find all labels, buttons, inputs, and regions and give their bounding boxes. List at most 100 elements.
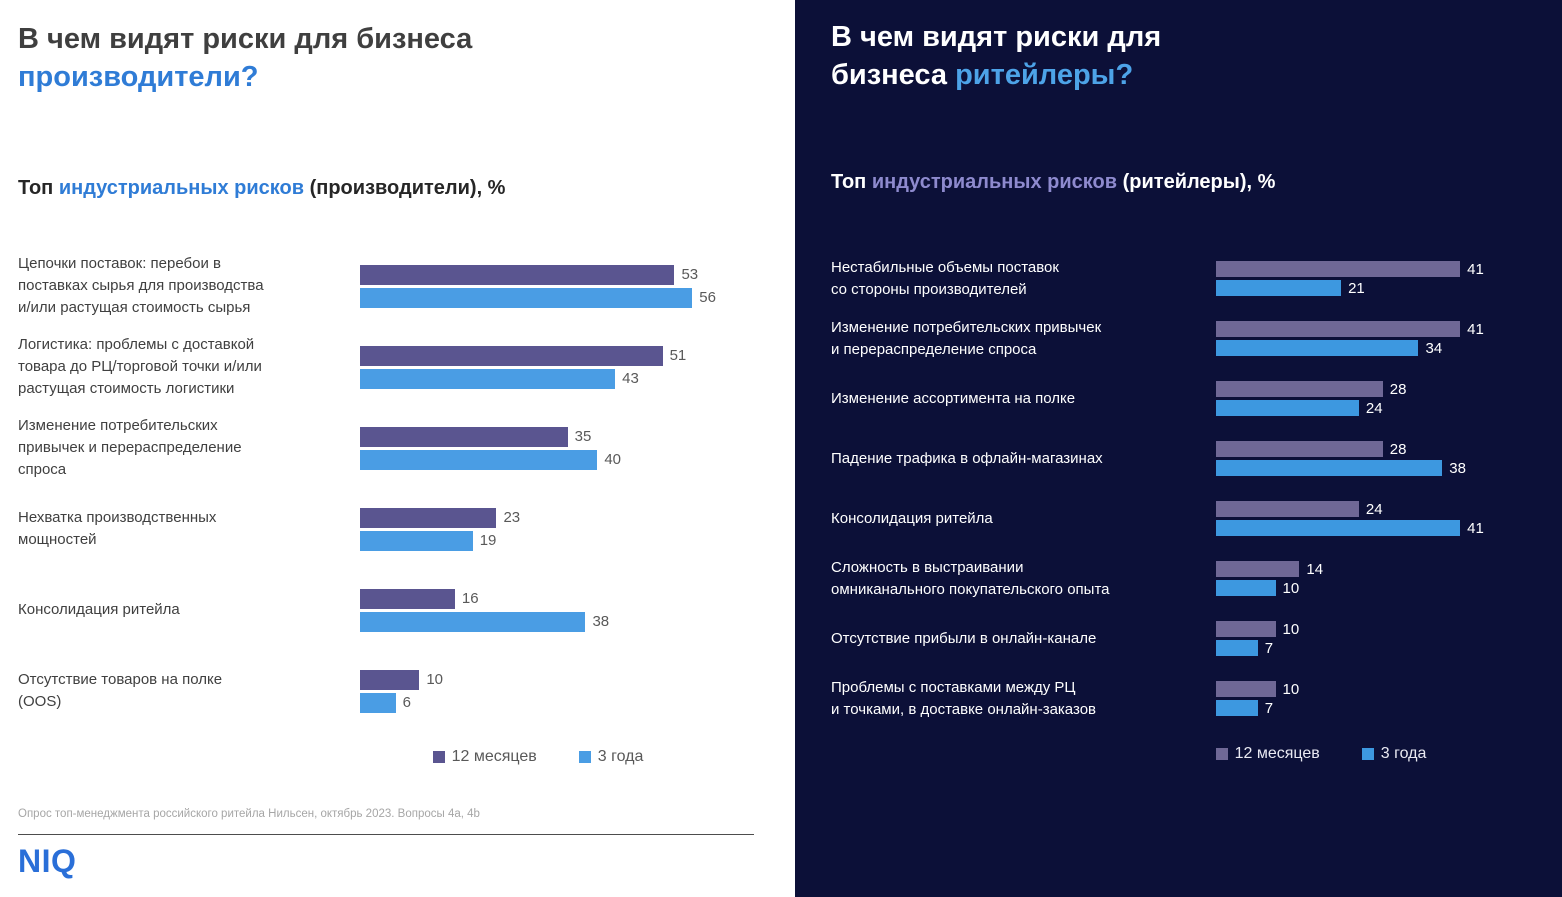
source-footnote: Опрос топ-менеджмента российского ритейл… bbox=[18, 807, 480, 820]
category-label: Отсутствие прибыли в онлайн-канале bbox=[831, 629, 1097, 647]
chart-row: Падение трафика в офлайн-магазинах 28 38 bbox=[831, 429, 1534, 489]
bar-line: 6 bbox=[360, 692, 716, 713]
bar-line: 51 bbox=[360, 345, 716, 366]
bar-group: 23 19 bbox=[360, 507, 716, 551]
bar-line: 24 bbox=[1216, 500, 1484, 518]
bar-group: 28 24 bbox=[1216, 380, 1484, 417]
bar-value-label: 43 bbox=[622, 370, 639, 388]
chart-row: Отсутствие прибыли в онлайн-канале 10 7 bbox=[831, 609, 1534, 669]
bar-value-label: 7 bbox=[1264, 639, 1274, 657]
bar bbox=[1216, 700, 1258, 717]
chart-row: Нестабильные объемы поставок со стороны … bbox=[831, 249, 1534, 309]
bar-value-label: 10 bbox=[1282, 620, 1300, 638]
bar-line: 28 bbox=[1216, 380, 1484, 398]
bar-value-label: 41 bbox=[1467, 519, 1484, 537]
bar-value-label: 38 bbox=[1449, 459, 1466, 477]
bar-group: 41 34 bbox=[1216, 320, 1484, 357]
bar bbox=[1216, 321, 1461, 338]
bar-line: 10 bbox=[360, 669, 716, 690]
category-label: Сложность в выстраивании омниканального … bbox=[831, 558, 1110, 598]
bar-line: 10 bbox=[1216, 579, 1484, 597]
bar-line: 7 bbox=[1216, 699, 1484, 717]
title-accent: производители? bbox=[18, 61, 259, 94]
bar bbox=[360, 287, 693, 308]
bar-line: 28 bbox=[1216, 440, 1484, 458]
bar-value-label: 7 bbox=[1264, 699, 1274, 717]
chart-row: Отсутствие товаров на полке (OOS) 10 6 bbox=[18, 651, 775, 732]
bar-value-label: 24 bbox=[1365, 500, 1383, 518]
bar bbox=[360, 588, 455, 609]
category-label: Цепочки поставок: перебои в поставках сы… bbox=[18, 255, 264, 316]
bar-value-label: 10 bbox=[1282, 579, 1300, 597]
bar-value-label: 14 bbox=[1306, 560, 1324, 578]
manufacturers-title: В чем видят риски для бизнеса производите… bbox=[18, 20, 775, 97]
category-label: Логистика: проблемы с доставкой товара д… bbox=[18, 336, 262, 397]
bar bbox=[360, 507, 497, 528]
chart-row: Проблемы с поставками между РЦ и точками… bbox=[831, 669, 1534, 729]
chart-row: Логистика: проблемы с доставкой товара д… bbox=[18, 327, 775, 408]
subtitle-highlight: индустриальных рисков bbox=[871, 170, 1118, 193]
bar-value-label: 28 bbox=[1389, 440, 1407, 458]
legend-swatch bbox=[1361, 747, 1374, 760]
chart-row: Изменение потребительских привычек и пер… bbox=[831, 309, 1534, 369]
legend-item: 3 года bbox=[1361, 744, 1427, 763]
bar bbox=[360, 692, 396, 713]
title-line2-prefix: бизнеса bbox=[831, 59, 956, 92]
bar bbox=[360, 449, 598, 470]
subtitle-suffix: (ритейлеры), % bbox=[1117, 170, 1276, 193]
title-line1: В чем видят риски для bbox=[831, 21, 1162, 53]
legend-swatch bbox=[578, 750, 591, 763]
bar-line: 40 bbox=[360, 449, 716, 470]
bar bbox=[1216, 520, 1461, 537]
niq-logo: NIQ bbox=[18, 842, 77, 879]
category-label: Изменение потребительских привычек и пер… bbox=[18, 417, 242, 478]
bar-line: 10 bbox=[1216, 620, 1484, 638]
legend-item: 3 года bbox=[578, 747, 644, 766]
bar-value-label: 35 bbox=[574, 428, 592, 446]
bar-value-label: 41 bbox=[1467, 320, 1484, 338]
manufacturers-legend: 12 месяцев 3 года bbox=[360, 748, 716, 766]
bar-line: 38 bbox=[360, 611, 716, 632]
bar-line: 7 bbox=[1216, 639, 1484, 657]
bar-line: 21 bbox=[1216, 280, 1484, 297]
bar-group: 28 38 bbox=[1216, 440, 1484, 477]
category-label: Консолидация ритейла bbox=[831, 509, 993, 527]
bar-line: 14 bbox=[1216, 560, 1484, 578]
legend-label: 12 месяцев bbox=[1234, 744, 1320, 762]
bar-value-label: 41 bbox=[1467, 260, 1484, 278]
bar-value-label: 19 bbox=[479, 532, 497, 550]
manufacturers-panel: В чем видят риски для бизнеса производите… bbox=[18, 20, 775, 879]
bar bbox=[1216, 460, 1443, 477]
bar bbox=[1216, 340, 1419, 357]
bar-value-label: 28 bbox=[1389, 380, 1407, 398]
retailers-legend: 12 месяцев 3 года bbox=[1171, 745, 1471, 763]
legend-label: 12 месяцев bbox=[451, 747, 537, 765]
bar-value-label: 40 bbox=[604, 451, 622, 469]
legend-label: 3 года bbox=[597, 747, 644, 765]
bar-line: 53 bbox=[360, 264, 716, 285]
manufacturers-bar-chart: Цепочки поставок: перебои в поставках сы… bbox=[18, 246, 775, 732]
bar-group: 14 10 bbox=[1216, 560, 1484, 597]
bar-line: 16 bbox=[360, 588, 716, 609]
bar-line: 43 bbox=[360, 368, 716, 389]
category-label: Изменение ассортимента на полке bbox=[831, 389, 1076, 407]
category-label: Консолидация ритейла bbox=[18, 601, 180, 619]
title-accent: ритейлеры? bbox=[955, 59, 1134, 92]
bar-line: 38 bbox=[1216, 459, 1484, 477]
bar-group: 53 56 bbox=[360, 264, 716, 308]
legend-swatch bbox=[1215, 747, 1228, 760]
chart-row: Изменение потребительских привычек и пер… bbox=[18, 408, 775, 489]
bar bbox=[1216, 621, 1276, 638]
bar bbox=[360, 345, 663, 366]
bar bbox=[1216, 681, 1276, 698]
retailers-title: В чем видят риски для бизнеса ритейлеры? bbox=[831, 18, 1534, 95]
legend-label: 3 года bbox=[1380, 744, 1427, 762]
category-label: Падение трафика в офлайн-магазинах bbox=[831, 449, 1103, 467]
bar bbox=[1216, 561, 1300, 578]
bar-group: 51 43 bbox=[360, 345, 716, 389]
bar-group: 10 7 bbox=[1216, 681, 1484, 717]
bar-value-label: 56 bbox=[699, 289, 716, 307]
bar bbox=[1216, 400, 1359, 417]
bar-group: 35 40 bbox=[360, 426, 716, 470]
bar bbox=[1216, 441, 1383, 458]
